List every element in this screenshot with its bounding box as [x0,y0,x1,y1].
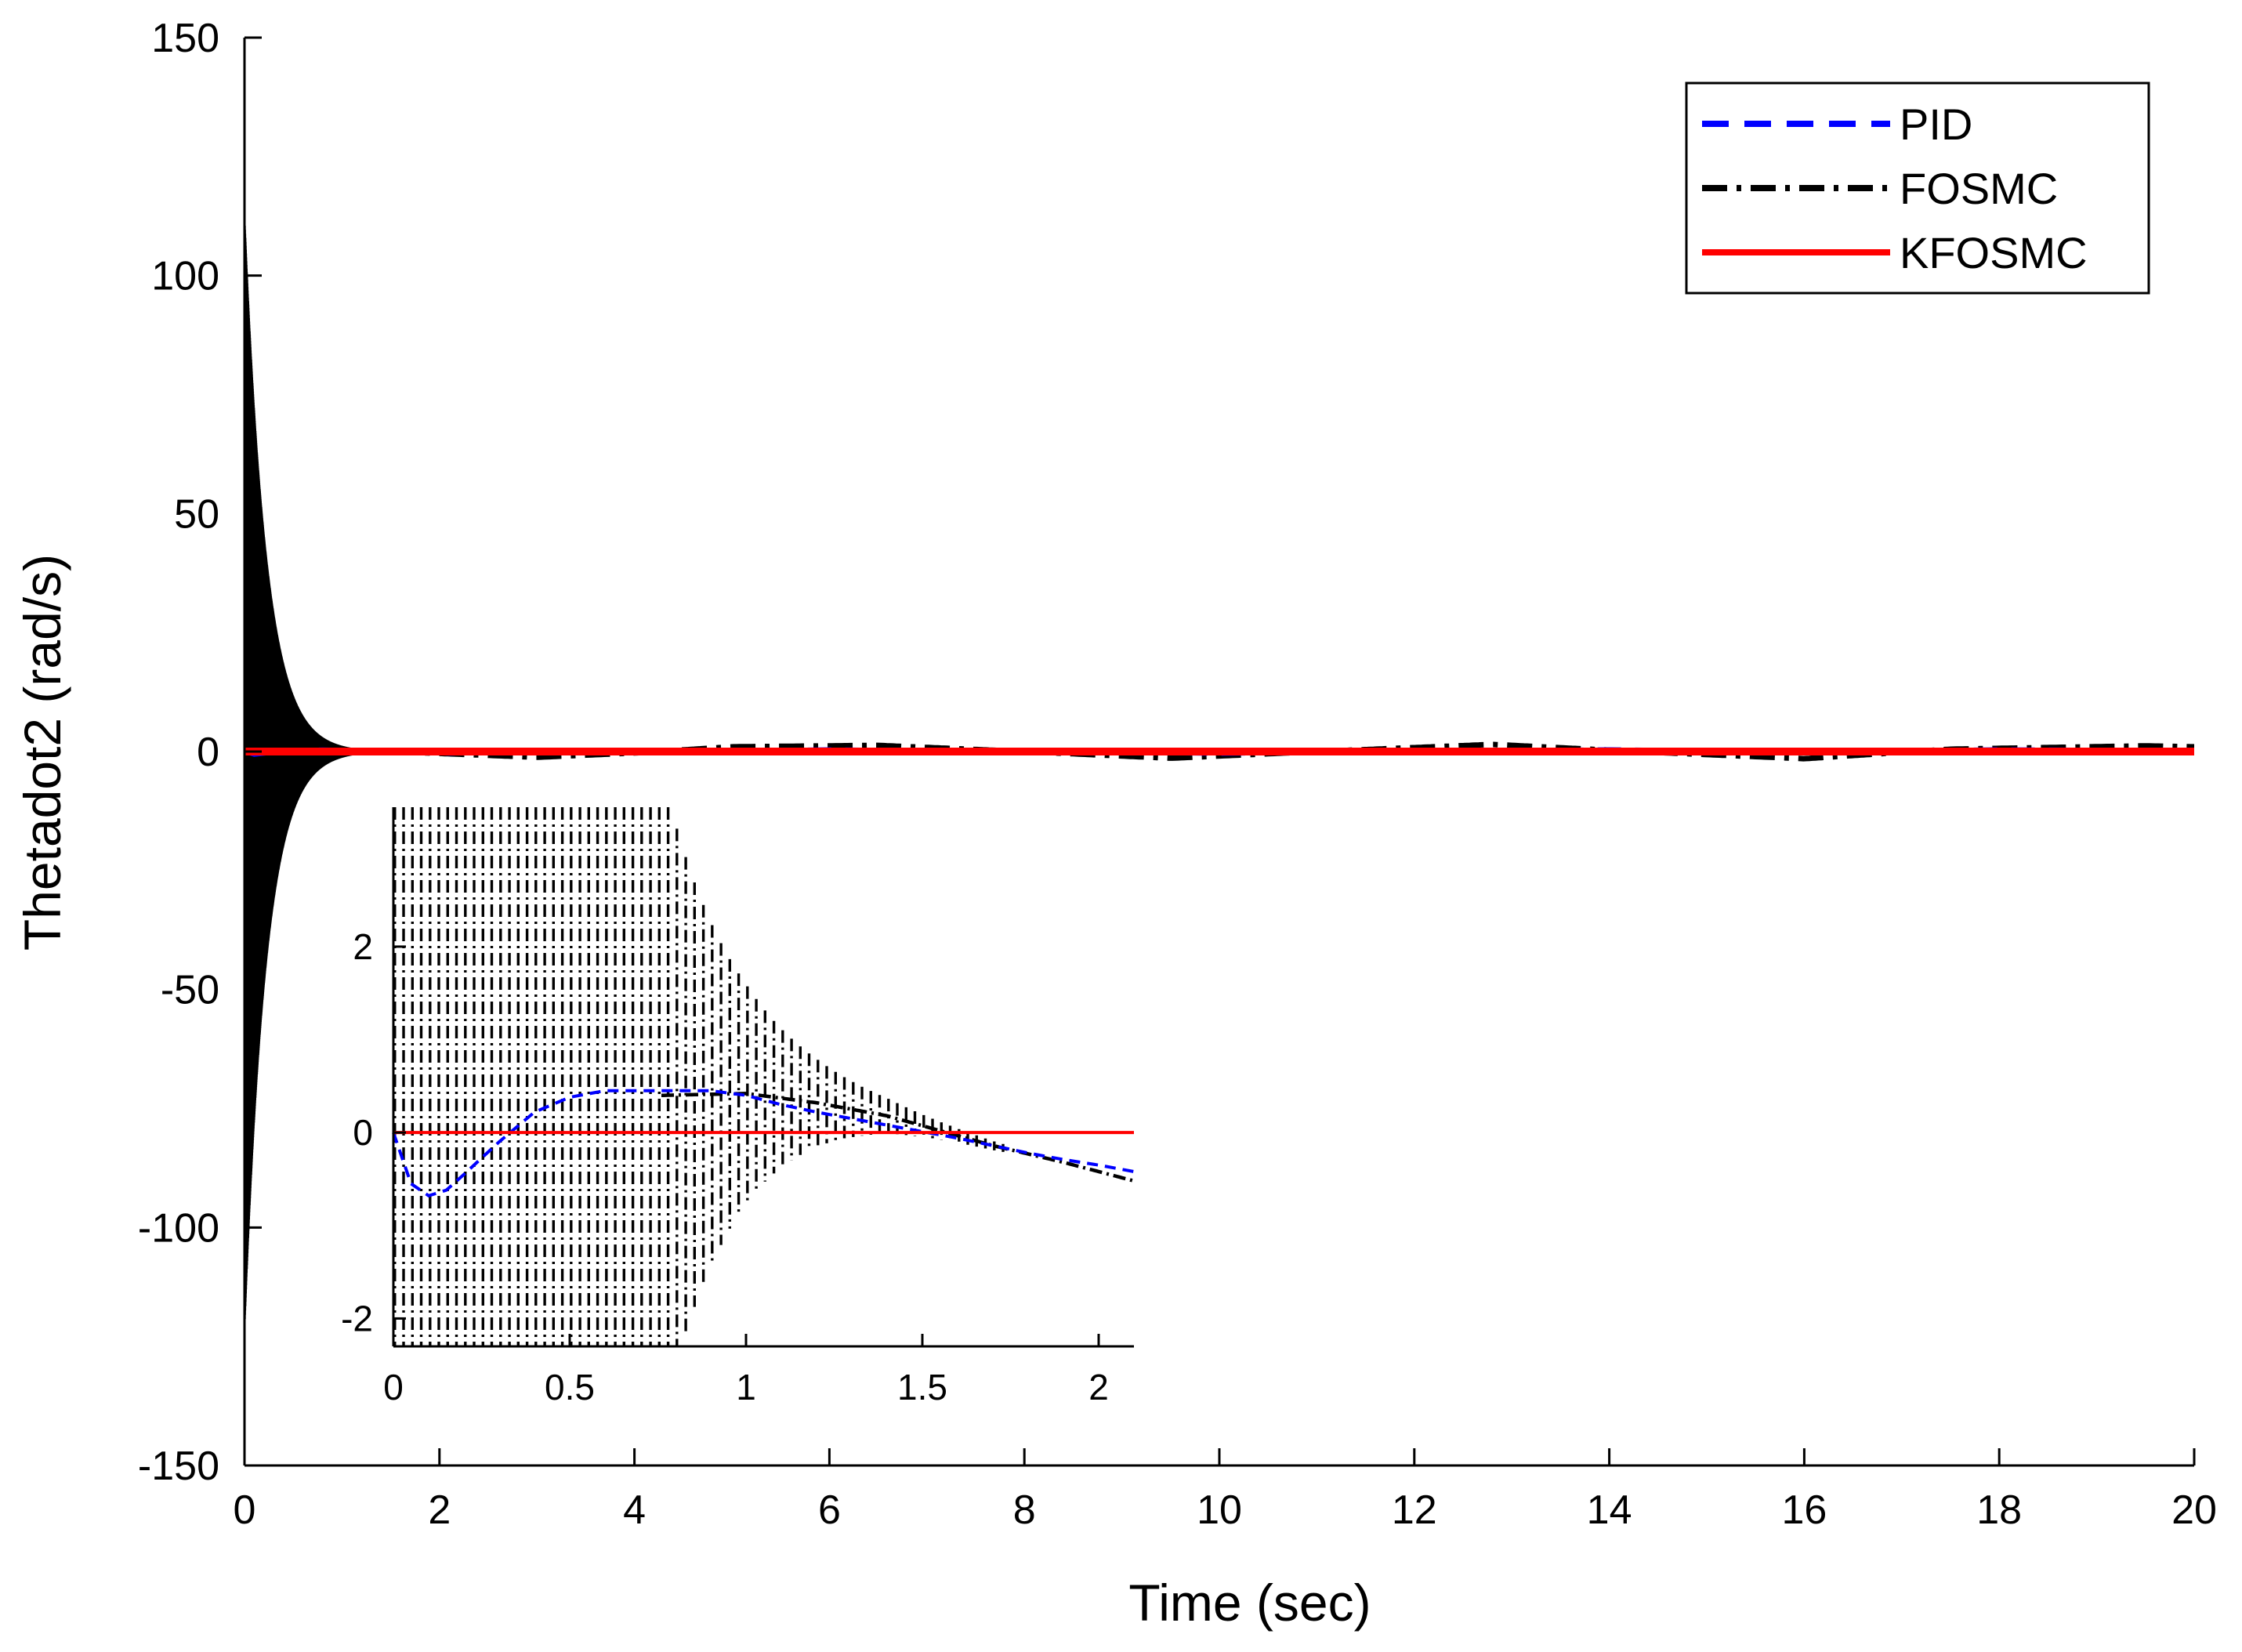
inset-x-tick-label: 0 [383,1367,404,1407]
x-axis-title: Time (sec) [1128,1574,1371,1632]
x-tick-label: 10 [1197,1487,1242,1533]
y-tick-label: -100 [138,1205,219,1251]
y-tick-label: 150 [151,16,219,61]
legend-label-fosmc: FOSMC [1900,164,2058,213]
inset-series [392,807,1135,1346]
x-tick-label: 18 [1976,1487,2022,1533]
x-tick-label: 20 [2171,1487,2217,1533]
legend-label-pid: PID [1900,100,1972,149]
inset-y-tick-label: 0 [353,1112,373,1153]
y-tick-label: -150 [138,1444,219,1489]
inset-x-tick-label: 0.5 [545,1367,595,1407]
x-tick-label: 6 [818,1487,841,1533]
x-tick-label: 12 [1392,1487,1437,1533]
y-tick-label: 50 [174,491,219,537]
y-tick-label: 100 [151,254,219,299]
inset-axes: 0 0.5 1 1.5 220-2 [341,807,1134,1407]
x-tick-label: 16 [1781,1487,1827,1533]
y-tick-label: 0 [197,730,219,775]
inset-x-tick-label: 1.5 [897,1367,947,1407]
y-axis-title: Thetadot2 (rad/s) [13,554,71,951]
inset-x-tick-label: 2 [1088,1367,1109,1407]
legend-label-kfosmc: KFOSMC [1900,228,2088,277]
inset-y-tick-label: 2 [353,926,373,967]
legend: PID FOSMC KFOSMC [1685,82,2150,295]
main-series [244,226,2195,1320]
inset-y-tick-label: -2 [341,1298,373,1339]
inset-plot: 0 0.5 1 1.5 220-2 [341,807,1136,1407]
x-tick-label: 0 [234,1487,256,1533]
x-tick-label: 8 [1013,1487,1036,1533]
x-tick-label: 14 [1587,1487,1632,1533]
inset-x-tick-label: 1 [736,1367,756,1407]
y-tick-label: -50 [161,968,219,1013]
x-tick-label: 2 [428,1487,451,1533]
x-tick-label: 4 [623,1487,646,1533]
inset-pid-line [392,1089,1135,1198]
